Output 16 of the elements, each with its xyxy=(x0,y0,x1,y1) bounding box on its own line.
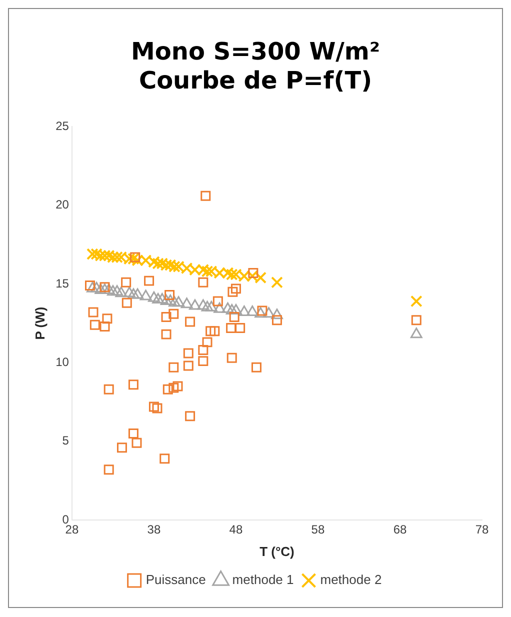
x-tick-label: 78 xyxy=(475,522,489,537)
y-tick-label: 10 xyxy=(56,354,70,369)
x-tick-label: 48 xyxy=(229,522,243,537)
x-tick-label: 38 xyxy=(147,522,161,537)
y-tick-label: 5 xyxy=(62,434,70,448)
y-axis-title: P (W) xyxy=(32,306,48,340)
x-tick-label: 68 xyxy=(393,522,407,537)
legend-label: Puissance xyxy=(146,572,206,588)
chart-title: Mono S=300 W/m² Courbe de P=f(T) xyxy=(131,38,380,94)
x-axis-title: T (°C) xyxy=(260,544,294,559)
legend-label: methode 1 xyxy=(232,572,294,588)
y-tick-label: 15 xyxy=(56,276,70,290)
legend-label: methode 2 xyxy=(320,572,382,588)
x-tick-label: 58 xyxy=(311,522,325,537)
y-tick-label: 20 xyxy=(56,198,70,212)
y-tick-label: 25 xyxy=(56,118,70,133)
